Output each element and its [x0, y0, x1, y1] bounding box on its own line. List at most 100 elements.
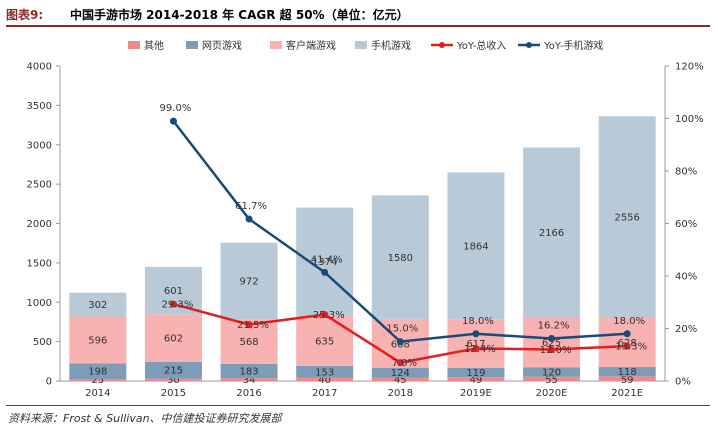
line-point — [321, 311, 329, 319]
bar-data-label: 602 — [164, 334, 183, 345]
x-tick-label: 2021E — [611, 388, 643, 399]
line-data-label: 18.0% — [613, 316, 645, 327]
bar-data-label: 25 — [91, 375, 104, 386]
bar-segment — [69, 379, 127, 381]
line-data-label: 61.7% — [235, 201, 267, 212]
bar-segment — [447, 319, 505, 368]
bar-segment — [447, 377, 505, 381]
bar-data-label: 30 — [167, 375, 180, 386]
bar-data-label: 596 — [88, 335, 107, 346]
bar-segment — [220, 363, 278, 379]
bar-data-label: 1864 — [463, 241, 488, 252]
bar-data-label: 153 — [315, 367, 334, 378]
bar-data-label: 1580 — [388, 253, 413, 264]
left-tick-label: 2500 — [27, 180, 52, 191]
bar-segment — [523, 318, 581, 368]
line-point — [623, 330, 631, 338]
bar-segment — [447, 367, 505, 378]
bar-segment — [598, 367, 656, 377]
bar-data-label: 2166 — [539, 228, 564, 239]
left-tick-label: 2000 — [27, 219, 52, 230]
x-tick-label: 2019E — [460, 388, 492, 399]
bar-data-label: 45 — [394, 375, 407, 386]
bar-segment — [598, 317, 656, 368]
line-data-label: 12.4% — [464, 344, 496, 355]
right-tick-label: 120% — [675, 62, 704, 73]
line-point — [396, 359, 404, 367]
right-tick-label: 0% — [675, 377, 691, 388]
x-tick-label: 2015 — [161, 388, 186, 399]
bar-data-label: 215 — [164, 366, 183, 377]
bar-data-label: 119 — [466, 368, 485, 379]
line-point — [472, 344, 480, 352]
figure-header: 图表9: 中国手游市场 2014-2018 年 CAGR 超 50%（单位：亿元… — [0, 0, 718, 27]
bar-segment — [69, 363, 127, 380]
bar-data-label: 120 — [542, 367, 561, 378]
figure-title: 中国手游市场 2014-2018 年 CAGR 超 50%（单位：亿元） — [70, 8, 409, 22]
legend-swatch — [128, 41, 140, 49]
line-data-label: 7.0% — [392, 358, 417, 369]
line-point — [396, 338, 404, 346]
line-data-label: 13.3% — [615, 342, 647, 353]
x-tick-label: 2020E — [536, 388, 568, 399]
line-point — [548, 334, 556, 342]
footer-rule — [6, 405, 710, 406]
legend-label: 网页游戏 — [202, 39, 242, 52]
bar-segment — [144, 378, 202, 381]
figure-label: 图表9: — [6, 8, 44, 22]
bar-segment — [598, 116, 656, 318]
line-data-label: 12.0% — [540, 345, 572, 356]
bar-data-label: 118 — [618, 367, 637, 378]
bar-segment — [371, 367, 429, 378]
bar-data-label: 198 — [88, 367, 107, 378]
bar-data-label: 34 — [243, 375, 256, 386]
line-data-label: 41.4% — [311, 254, 343, 265]
line-data-label: 25.3% — [313, 310, 345, 321]
right-tick-label: 20% — [675, 324, 697, 335]
x-tick-label: 2017 — [312, 388, 337, 399]
bar-segment — [144, 361, 202, 379]
bar-data-label: 49 — [470, 375, 483, 386]
bar-segment — [296, 207, 354, 316]
bar-data-label: 40 — [318, 375, 331, 386]
bar-segment — [69, 292, 127, 317]
bar-segment — [144, 314, 202, 362]
header-rule — [6, 25, 710, 27]
bar-data-label: 1374 — [312, 257, 337, 268]
bar-segment — [371, 377, 429, 381]
bar-data-label: 601 — [164, 286, 183, 297]
legend-marker — [526, 42, 532, 48]
bar-data-label: 59 — [621, 375, 634, 386]
bar-data-label: 2556 — [614, 212, 639, 223]
legend-label: 手机游戏 — [371, 39, 411, 52]
bar-data-label: 617 — [466, 339, 485, 350]
x-tick-label: 2016 — [236, 388, 261, 399]
bar-segment — [371, 195, 429, 320]
legend-marker — [439, 42, 445, 48]
left-tick-label: 1500 — [27, 258, 52, 269]
bar-data-label: 124 — [391, 368, 410, 379]
bar-segment — [220, 378, 278, 381]
legend-swatch — [186, 41, 198, 49]
right-tick-label: 40% — [675, 272, 697, 283]
bar-data-label: 972 — [240, 276, 259, 287]
left-tick-label: 1000 — [27, 298, 52, 309]
bar-data-label: 55 — [545, 375, 558, 386]
bar-segment — [69, 316, 127, 364]
bar-data-label: 302 — [88, 300, 107, 311]
bar-data-label: 625 — [542, 338, 561, 349]
bar-segment — [220, 242, 278, 320]
bar-segment — [296, 365, 354, 378]
legend-label: YoY-手机游戏 — [543, 39, 603, 52]
x-tick-label: 2014 — [85, 388, 110, 399]
line-point — [321, 268, 329, 276]
line-data-label: 21.5% — [237, 320, 269, 331]
right-tick-label: 80% — [675, 167, 697, 178]
line-point — [623, 342, 631, 350]
left-tick-label: 4000 — [27, 62, 52, 73]
line-point — [548, 346, 556, 353]
line-data-label: 18.0% — [462, 316, 494, 327]
left-tick-label: 0 — [46, 377, 52, 388]
bar-segment — [598, 376, 656, 381]
bar-data-label: 568 — [240, 337, 259, 348]
